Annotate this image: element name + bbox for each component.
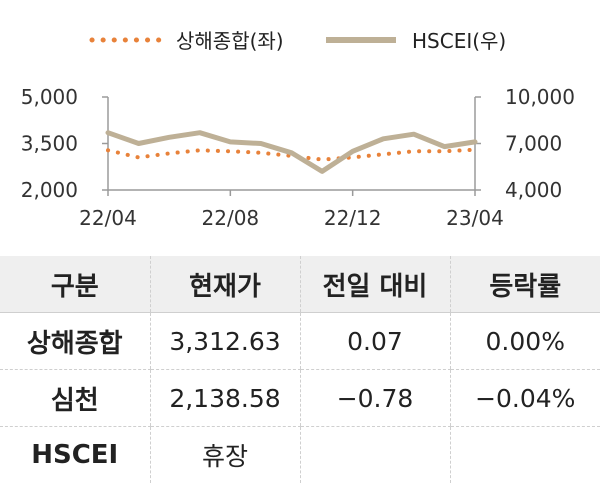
market-chart: 상해종합(좌) HSCEI(우) 22/04 22/08 22/12 23/04 5,0…	[0, 0, 600, 255]
table-row: HSCEI 휴장	[0, 427, 600, 483]
row-change-rate: −0.04%	[450, 370, 600, 427]
table-row: 상해종합 3,312.63 0.07 0.00%	[0, 313, 600, 370]
plot-area	[108, 133, 475, 172]
table-header-row: 구분 현재가 전일 대비 등락률	[0, 256, 600, 313]
row-price: 3,312.63	[150, 313, 300, 370]
row-price: 휴장	[150, 427, 300, 483]
y-right-tick-label: 4,000	[505, 178, 562, 202]
legend-label-shanghai: 상해종합(좌)	[176, 29, 284, 53]
row-label: 심천	[0, 370, 150, 427]
row-price: 2,138.58	[150, 370, 300, 427]
x-tick-label: 22/04	[79, 206, 137, 230]
x-tick-label: 22/12	[324, 206, 382, 230]
y-left-tick-label: 5,000	[21, 85, 78, 109]
axes	[108, 97, 475, 190]
table-row: 심천 2,138.58 −0.78 −0.04%	[0, 370, 600, 427]
legend-label-hscei: HSCEI(우)	[412, 29, 506, 53]
row-change: −0.78	[300, 370, 450, 427]
row-change	[300, 427, 450, 483]
y-right-tick-label: 10,000	[505, 85, 575, 109]
y-right-tick-label: 7,000	[505, 132, 562, 156]
row-label: 상해종합	[0, 313, 150, 370]
quote-table: 구분 현재가 전일 대비 등락률 상해종합 3,312.63 0.07 0.00…	[0, 256, 600, 483]
row-change-rate	[450, 427, 600, 483]
row-change: 0.07	[300, 313, 450, 370]
x-tick-label: 22/08	[202, 206, 260, 230]
header-category: 구분	[0, 256, 150, 313]
x-tick-label: 23/04	[446, 206, 504, 230]
header-price: 현재가	[150, 256, 300, 313]
legend: 상해종합(좌) HSCEI(우)	[92, 29, 506, 53]
header-change-rate: 등락률	[450, 256, 600, 313]
y-left-tick-label: 2,000	[21, 178, 78, 202]
row-label: HSCEI	[0, 427, 150, 483]
row-change-rate: 0.00%	[450, 313, 600, 370]
header-change: 전일 대비	[300, 256, 450, 313]
y-left-tick-label: 3,500	[21, 132, 78, 156]
